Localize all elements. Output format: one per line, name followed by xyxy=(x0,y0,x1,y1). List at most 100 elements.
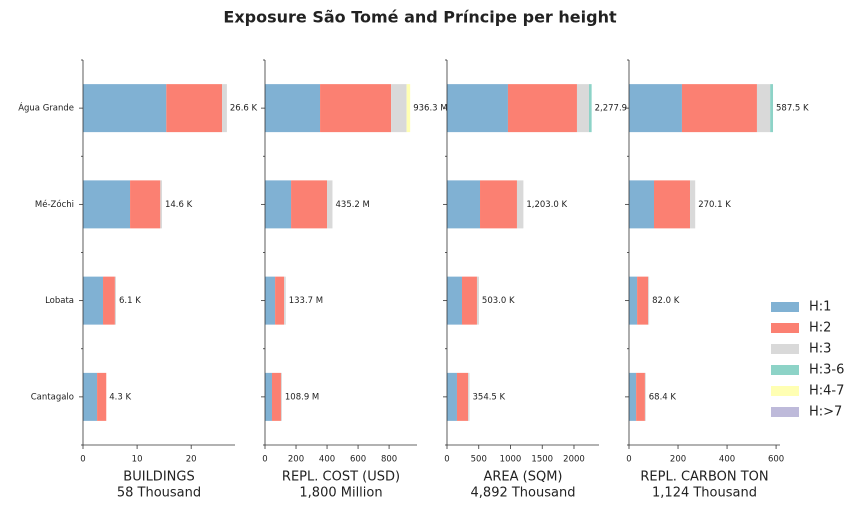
bar-segment xyxy=(629,84,682,133)
legend-label: H:>7 xyxy=(809,405,842,420)
x-axis-label: REPL. COST (USD) xyxy=(282,470,400,485)
y-tick-label: Água Grande xyxy=(18,102,74,114)
x-tick-label: 400 xyxy=(719,455,735,465)
bar-segment xyxy=(166,84,223,133)
bar-segment xyxy=(456,372,469,421)
x-tick-label: 500 xyxy=(471,455,487,465)
bar-segment xyxy=(770,84,774,133)
value-label: 26.6 K xyxy=(230,104,258,114)
x-tick-label: 600 xyxy=(350,455,366,465)
bar-segment xyxy=(588,84,592,133)
legend-swatch xyxy=(771,302,799,312)
value-label: 2,277.9 K xyxy=(595,104,636,114)
x-tick-label: 0 xyxy=(626,455,631,465)
value-label: 82.0 K xyxy=(652,296,680,306)
legend-swatch xyxy=(771,407,799,417)
x-tick-label: 200 xyxy=(670,455,686,465)
bar-segment xyxy=(391,84,407,133)
legend-label: H:1 xyxy=(809,300,831,315)
x-axis-sublabel: 58 Thousand xyxy=(117,486,201,501)
bar-segment xyxy=(516,180,524,229)
bar-segment xyxy=(265,372,272,421)
bar-segment xyxy=(468,372,470,421)
value-label: 587.5 K xyxy=(776,104,809,114)
x-tick-label: 400 xyxy=(319,455,335,465)
x-axis-label: REPL. CARBON TON xyxy=(640,470,768,485)
bar-segment xyxy=(637,276,649,325)
figure-title: Exposure São Tomé and Príncipe per heigh… xyxy=(223,8,617,27)
bar-segment xyxy=(480,180,517,229)
bar-segment xyxy=(130,180,161,229)
value-label: 435.2 M xyxy=(336,200,370,210)
bar-segment xyxy=(222,84,227,133)
bar-segment xyxy=(629,276,638,325)
value-label: 14.6 K xyxy=(165,200,193,210)
x-tick-label: 600 xyxy=(768,455,784,465)
legend-label: H:3 xyxy=(809,342,831,357)
bar-segment xyxy=(103,276,115,325)
bar-segment xyxy=(280,372,282,421)
bar-segment xyxy=(629,372,637,421)
x-tick-label: 800 xyxy=(381,455,397,465)
bar-segment xyxy=(160,180,162,229)
bar-segment xyxy=(275,276,285,325)
bar-segment xyxy=(265,276,276,325)
bar-segment xyxy=(648,276,650,325)
value-label: 1,203.0 K xyxy=(526,200,567,210)
y-tick-label: Lobata xyxy=(45,296,74,306)
value-label: 936.3 M xyxy=(413,104,447,114)
bar-segment xyxy=(97,372,107,421)
value-label: 68.4 K xyxy=(649,392,677,402)
bar-segment xyxy=(83,372,98,421)
legend-swatch xyxy=(771,344,799,354)
x-tick-label: 0 xyxy=(444,455,449,465)
bar-segment xyxy=(461,276,477,325)
value-label: 133.7 M xyxy=(289,296,323,306)
x-axis-label: BUILDINGS xyxy=(123,470,194,485)
bar-segment xyxy=(114,276,116,325)
bar-segment xyxy=(83,276,104,325)
x-axis-sublabel: 4,892 Thousand xyxy=(471,486,576,501)
bar-segment xyxy=(476,276,479,325)
bar-segment xyxy=(447,276,462,325)
x-axis-label: AREA (SQM) xyxy=(483,470,562,485)
bar-segment xyxy=(644,372,646,421)
x-tick-label: 20 xyxy=(186,455,197,465)
bar-segment xyxy=(291,180,328,229)
x-tick-label: 2000 xyxy=(563,455,585,465)
value-label: 270.1 K xyxy=(698,200,731,210)
bar-segment xyxy=(756,84,771,133)
bar-segment xyxy=(265,180,292,229)
bar-segment xyxy=(83,180,131,229)
bar-segment xyxy=(284,276,286,325)
bar-segment xyxy=(271,372,281,421)
y-tick-label: Cantagalo xyxy=(31,392,74,402)
bar-segment xyxy=(320,84,392,133)
value-label: 354.5 K xyxy=(473,392,506,402)
x-tick-label: 10 xyxy=(132,455,143,465)
x-axis-sublabel: 1,800 Million xyxy=(299,486,382,501)
value-label: 503.0 K xyxy=(482,296,515,306)
x-tick-label: 0 xyxy=(262,455,267,465)
bar-segment xyxy=(690,180,696,229)
bar-segment xyxy=(406,84,411,133)
bar-segment xyxy=(327,180,333,229)
legend-label: H:4-7 xyxy=(809,384,844,399)
bar-segment xyxy=(83,84,167,133)
bar-segment xyxy=(654,180,691,229)
x-tick-label: 200 xyxy=(288,455,304,465)
legend-swatch xyxy=(771,386,799,396)
value-label: 6.1 K xyxy=(119,296,141,306)
x-axis-sublabel: 1,124 Thousand xyxy=(652,486,757,501)
value-label: 4.3 K xyxy=(109,392,131,402)
bar-segment xyxy=(447,84,508,133)
bar-segment xyxy=(447,372,457,421)
legend-label: H:2 xyxy=(809,321,831,336)
bar-segment xyxy=(681,84,757,133)
x-tick-label: 1000 xyxy=(500,455,522,465)
legend-swatch xyxy=(771,323,799,333)
bar-segment xyxy=(636,372,645,421)
legend-swatch xyxy=(771,365,799,375)
x-tick-label: 1500 xyxy=(531,455,553,465)
